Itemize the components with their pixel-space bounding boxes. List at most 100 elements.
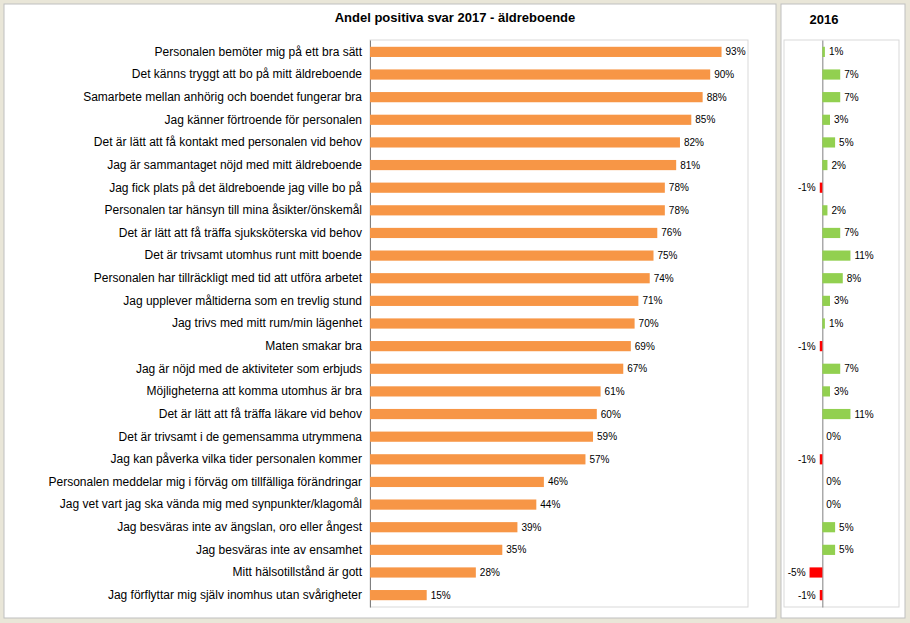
plot-frame [784, 40, 899, 607]
bar [822, 115, 830, 125]
bar [822, 364, 840, 374]
tick: Personalen har tillräckligt med tid att … [94, 271, 370, 285]
tick: Jag besväras inte av ängslan, oro eller … [117, 520, 370, 534]
data-label: 2% [831, 205, 846, 216]
bar [370, 432, 593, 442]
data-label: 90% [714, 69, 734, 80]
bar [370, 567, 476, 577]
tick: Samarbete mellan anhörig och boendet fun… [83, 90, 370, 104]
bars [370, 47, 722, 600]
data-label: 15% [431, 590, 451, 601]
bar [370, 273, 650, 283]
bar [822, 409, 850, 419]
data-label: 8% [847, 273, 862, 284]
bar [820, 454, 823, 464]
data-label: 7% [844, 227, 859, 238]
data-label: 5% [839, 137, 854, 148]
bar [822, 92, 840, 102]
tick: Mitt hälsotillstånd är gott [233, 565, 370, 579]
data-label: 3% [834, 386, 849, 397]
tick: Jag fick plats på det äldreboende jag vi… [109, 181, 370, 195]
tick-label: Jag är sammantaget nöjd med mitt äldrebo… [107, 158, 362, 172]
data-label: 71% [642, 295, 662, 306]
bar [370, 386, 601, 396]
bar [370, 160, 676, 170]
data-label: 85% [695, 114, 715, 125]
bar [370, 318, 635, 328]
bar [822, 522, 835, 532]
bar [370, 341, 631, 351]
data-label: 7% [844, 92, 859, 103]
bar [822, 318, 825, 328]
tick: Det är trivsamt utomhus runt mitt boende [145, 248, 370, 262]
bar [820, 590, 823, 600]
bar [822, 69, 840, 79]
tick-label: Det är lätt att få kontakt med personale… [94, 135, 362, 149]
bar [370, 590, 427, 600]
data-label: 44% [540, 499, 560, 510]
data-label: 88% [707, 92, 727, 103]
bar [370, 409, 597, 419]
data-label: 82% [684, 137, 704, 148]
tick-label: Jag fick plats på det äldreboende jag vi… [109, 181, 362, 195]
tick: Jag besväras inte av ensamhet [196, 543, 370, 557]
bar [370, 499, 536, 509]
tick-label: Jag trivs med mitt rum/min lägenhet [172, 316, 363, 330]
data-label: 81% [680, 160, 700, 171]
bar [822, 386, 830, 396]
tick: Jag förflyttar mig själv inomhus utan sv… [108, 588, 370, 602]
bars [810, 47, 851, 600]
chart-title: 2016 [810, 12, 839, 27]
tick-label: Personalen tar hänsyn till mina åsikter/… [105, 203, 362, 217]
tick-label: Det är trivsamt i de gemensamma utrymmen… [119, 430, 363, 444]
data-label: 3% [834, 295, 849, 306]
bar [822, 137, 835, 147]
data-label: 39% [521, 522, 541, 533]
tick-label: Det känns tryggt att bo på mitt äldreboe… [132, 67, 362, 81]
bar [822, 47, 825, 57]
bar [370, 522, 517, 532]
data-label: 11% [854, 409, 873, 420]
data-label: 7% [844, 363, 859, 374]
bar [370, 47, 722, 57]
bar [370, 92, 703, 102]
tick: Jag kan påverka vilka tider personalen k… [111, 452, 370, 466]
tick: Personalen tar hänsyn till mina åsikter/… [105, 203, 370, 217]
data-label: 28% [480, 567, 500, 578]
data-label: 2% [831, 160, 846, 171]
bar [822, 160, 827, 170]
panel: 20161%7%7%3%5%2%-1%2%7%11%8%3%1%-1%7%3%1… [781, 4, 905, 618]
data-label: -1% [798, 590, 816, 601]
bar [820, 341, 823, 351]
tick: Personalen meddelar mig i förväg om till… [49, 475, 371, 489]
data-label: 0% [826, 431, 841, 442]
bar [370, 205, 665, 215]
tick-label: Maten smakar bra [265, 339, 362, 353]
data-label: 35% [506, 544, 526, 555]
data-label: 70% [639, 318, 659, 329]
data-label: 69% [635, 341, 655, 352]
bar [370, 115, 691, 125]
tick-label: Personalen bemöter mig på ett bra sätt [155, 45, 363, 59]
data-label: 93% [726, 46, 746, 57]
data-label: 61% [605, 386, 625, 397]
tick: Jag känner förtroende för personalen [165, 113, 370, 127]
data-label: -1% [798, 182, 816, 193]
tick-label: Det är trivsamt utomhus runt mitt boende [145, 248, 363, 262]
bar [370, 296, 638, 306]
bar [370, 228, 657, 238]
bar [822, 545, 835, 555]
data-labels: 1%7%7%3%5%2%-1%2%7%11%8%3%1%-1%7%3%11%0%… [788, 46, 874, 600]
tick: Personalen bemöter mig på ett bra sätt [155, 45, 370, 59]
bar [822, 499, 823, 509]
tick-label: Jag upplever måltiderna som en trevlig s… [123, 294, 362, 308]
data-label: 46% [548, 476, 568, 487]
data-label: 11% [854, 250, 873, 261]
tick: Maten smakar bra [265, 339, 370, 353]
tick-label: Jag kan påverka vilka tider personalen k… [111, 452, 362, 466]
tick-label: Jag är nöjd med de aktiviteter som erbju… [136, 362, 362, 376]
bar [822, 228, 840, 238]
tick: Jag är sammantaget nöjd med mitt äldrebo… [107, 158, 370, 172]
data-label: -5% [788, 567, 806, 578]
data-label: 67% [627, 363, 647, 374]
